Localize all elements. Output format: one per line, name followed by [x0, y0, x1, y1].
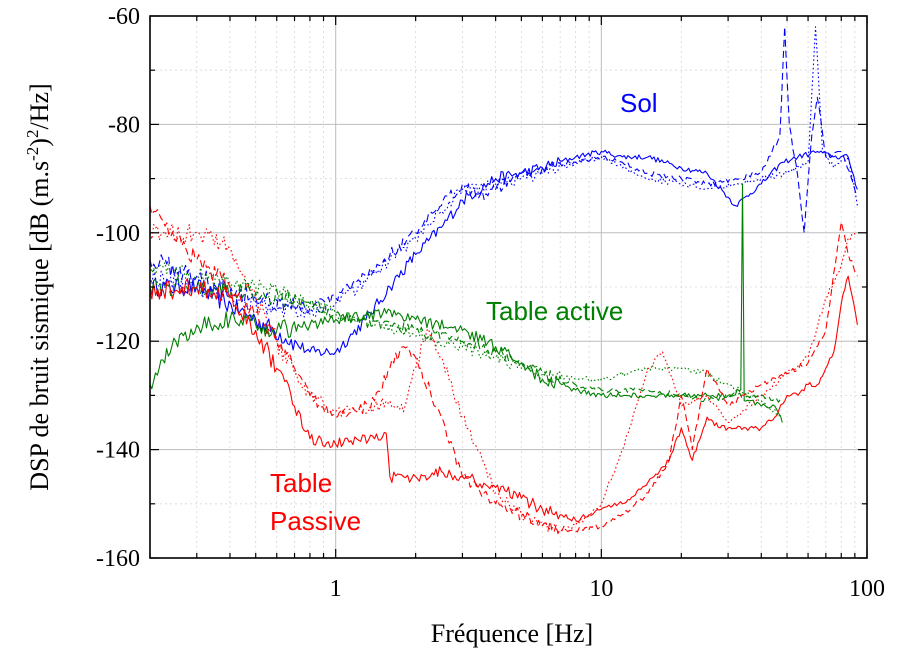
- grid: [150, 16, 867, 558]
- y-tick-label: -80: [108, 112, 140, 138]
- series-line: [149, 26, 858, 318]
- annotation-label: Table: [270, 468, 332, 498]
- annotations: Sol Table active Table Passive: [270, 88, 658, 536]
- y-tick-label: -120: [96, 329, 140, 355]
- x-tick-label: 100: [849, 576, 885, 602]
- y-tick-label: -100: [96, 221, 140, 247]
- y-axis-title-suffix: /Hz]: [25, 83, 54, 129]
- y-tick-label: -140: [96, 438, 140, 464]
- annotation-label: Sol: [620, 88, 658, 118]
- y-tick-label: -160: [96, 546, 140, 572]
- series-layer: [149, 26, 858, 535]
- y-tick-label: -60: [108, 4, 140, 30]
- y-axis-title: DSP de bruit sismique [dB (m.s-2)2/Hz]: [23, 83, 54, 490]
- y-axis-title-mid: ): [25, 138, 54, 147]
- y-axis-title-sup2: 2: [23, 130, 42, 139]
- series-line: [149, 261, 783, 418]
- series-line: [149, 275, 858, 523]
- tick-marks: [149, 15, 868, 559]
- x-axis-title: Fréquence [Hz]: [431, 619, 593, 648]
- x-tick-label: 10: [589, 576, 613, 602]
- series-line: [149, 149, 858, 357]
- y-axis-title-prefix: DSP de bruit sismique [dB (m.s: [25, 161, 54, 491]
- annotation-label: Table active: [486, 296, 623, 326]
- annotation-label: Passive: [270, 506, 361, 536]
- series-line: [149, 205, 858, 535]
- tick-labels: 1 10 100 -60 -80 -100 -120 -140 -160: [96, 4, 885, 602]
- y-axis-title-sup1: -2: [23, 147, 42, 161]
- x-tick-label: 1: [330, 576, 342, 602]
